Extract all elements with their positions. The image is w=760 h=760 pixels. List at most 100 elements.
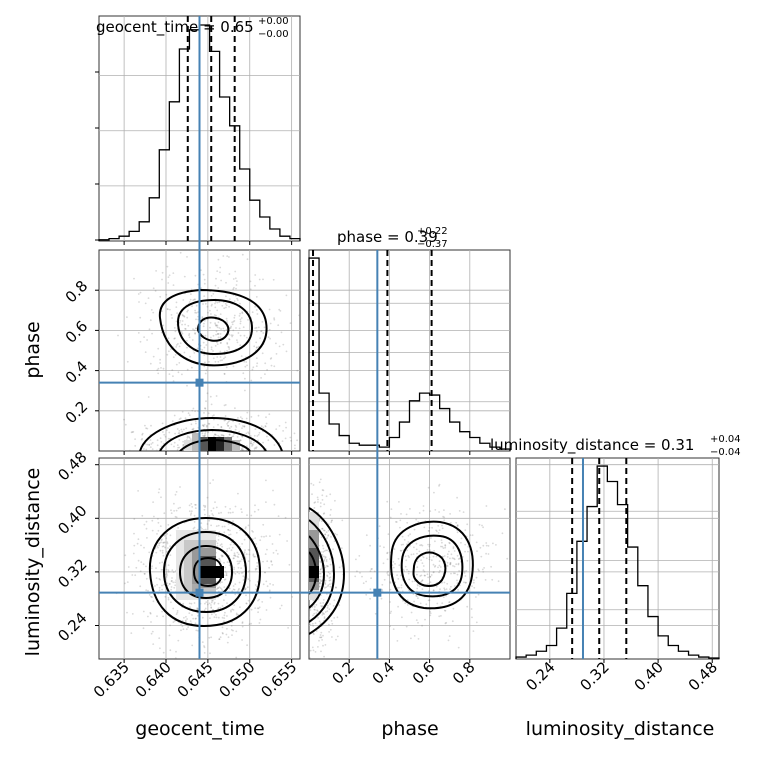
- scatter-point: [166, 353, 169, 356]
- scatter-point: [216, 545, 219, 547]
- scatter-point: [194, 332, 197, 335]
- scatter-point: [194, 507, 197, 509]
- scatter-point: [245, 361, 248, 363]
- scatter-point: [210, 604, 212, 606]
- scatter-point: [156, 583, 159, 586]
- scatter-point: [449, 557, 451, 560]
- scatter-point: [231, 524, 234, 527]
- scatter-point: [203, 461, 205, 463]
- scatter-point: [319, 560, 322, 562]
- scatter-point: [313, 612, 316, 615]
- scatter-point: [241, 311, 244, 314]
- scatter-point: [239, 416, 242, 418]
- scatter-point: [354, 575, 357, 578]
- scatter-point: [261, 321, 264, 323]
- scatter-point: [160, 539, 163, 542]
- scatter-point: [172, 272, 175, 274]
- scatter-point: [232, 288, 235, 291]
- scatter-point: [307, 481, 309, 483]
- scatter-point: [247, 548, 250, 551]
- scatter-point: [139, 316, 142, 319]
- scatter-point: [186, 368, 189, 371]
- scatter-point: [301, 624, 303, 626]
- scatter-point: [323, 617, 326, 620]
- scatter-point: [446, 565, 449, 567]
- scatter-point: [239, 302, 241, 305]
- scatter-point: [432, 571, 435, 574]
- scatter-point: [162, 545, 165, 547]
- scatter-point: [471, 534, 474, 537]
- scatter-point: [285, 294, 288, 297]
- scatter-point: [238, 315, 241, 317]
- scatter-point: [246, 514, 248, 517]
- scatter-point: [430, 574, 433, 576]
- scatter-point: [226, 423, 229, 425]
- scatter-point: [152, 287, 155, 290]
- scatter-point: [231, 546, 234, 549]
- scatter-point: [309, 623, 312, 626]
- scatter-point: [319, 572, 322, 575]
- scatter-point: [440, 615, 442, 617]
- scatter-point: [255, 446, 258, 449]
- scatter-point: [190, 438, 192, 441]
- scatter-point: [320, 636, 322, 639]
- scatter-point: [324, 582, 327, 584]
- tick-label-distance: 0.40: [631, 658, 667, 694]
- scatter-point: [190, 510, 193, 513]
- scatter-point: [218, 558, 221, 561]
- scatter-point: [264, 571, 266, 574]
- scatter-point: [327, 584, 330, 586]
- scatter-point: [407, 534, 410, 537]
- scatter-point: [181, 314, 184, 316]
- scatter-point: [256, 346, 258, 349]
- panel-hist-distance: [515, 457, 720, 660]
- scatter-point: [168, 583, 171, 585]
- scatter-point: [220, 543, 223, 546]
- scatter-point: [320, 631, 323, 634]
- scatter-point: [259, 539, 262, 542]
- scatter-point: [151, 332, 154, 335]
- scatter-point: [183, 351, 186, 354]
- scatter-point: [412, 553, 415, 555]
- scatter-point: [456, 582, 459, 584]
- scatter-point: [151, 565, 153, 568]
- scatter-point: [476, 550, 478, 552]
- scatter-point: [226, 561, 229, 564]
- scatter-point: [449, 561, 452, 564]
- scatter-point: [247, 570, 250, 573]
- scatter-point: [323, 503, 326, 506]
- scatter-point: [209, 309, 211, 312]
- scatter-point: [167, 524, 170, 526]
- scatter-point: [416, 587, 419, 590]
- scatter-point: [166, 574, 169, 576]
- scatter-point: [321, 527, 323, 530]
- scatter-point: [452, 547, 455, 550]
- scatter-point: [233, 320, 236, 322]
- scatter-point: [215, 588, 218, 590]
- scatter-point: [323, 512, 326, 515]
- scatter-point: [142, 563, 145, 566]
- scatter-point: [255, 341, 258, 344]
- scatter-point: [322, 602, 325, 604]
- scatter-point: [469, 534, 472, 537]
- scatter-point: [188, 437, 191, 439]
- scatter-point: [269, 358, 272, 360]
- scatter-point: [428, 556, 431, 558]
- scatter-point: [463, 581, 465, 584]
- scatter-point: [321, 489, 324, 491]
- scatter-point: [158, 589, 161, 592]
- scatter-point: [238, 572, 241, 575]
- scatter-point: [226, 343, 229, 345]
- scatter-point: [165, 571, 168, 573]
- scatter-point: [257, 414, 260, 417]
- scatter-point: [320, 650, 322, 653]
- scatter-point: [214, 284, 217, 287]
- scatter-point: [178, 362, 181, 364]
- scatter-point: [204, 456, 206, 458]
- scatter-point: [273, 365, 276, 368]
- scatter-point: [156, 615, 158, 618]
- scatter-point: [162, 324, 165, 327]
- scatter-point: [421, 544, 424, 547]
- scatter-point: [117, 334, 119, 337]
- scatter-point: [246, 258, 249, 261]
